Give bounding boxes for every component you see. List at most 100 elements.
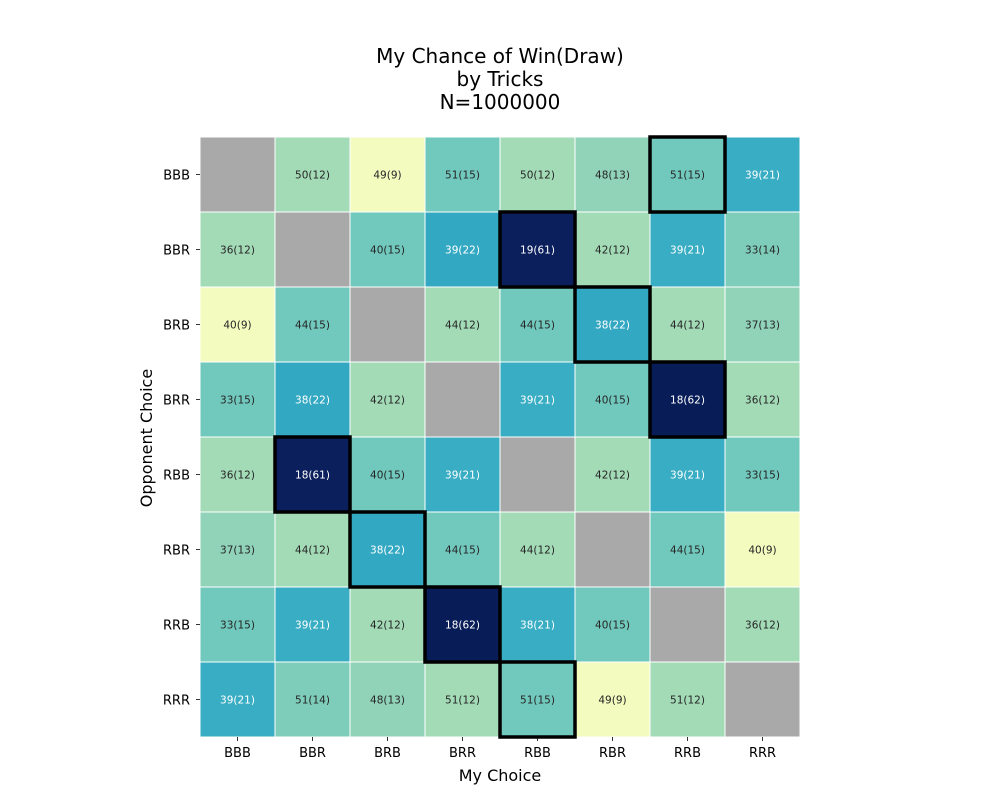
heatmap-cell <box>349 361 426 438</box>
cell-value-label: 38(21) <box>520 620 555 632</box>
cell-value-label: 39(21) <box>445 470 480 482</box>
heatmap-cell <box>274 211 351 288</box>
cell-value-label: 42(12) <box>595 245 630 257</box>
heatmap-cell <box>274 661 351 738</box>
heatmap-cell <box>649 586 726 663</box>
cell-value-label: 40(15) <box>370 470 405 482</box>
cell-value-label: 49(9) <box>598 695 626 707</box>
cell-value-label: 19(61) <box>520 245 555 257</box>
cell-value-label: 50(12) <box>295 170 330 182</box>
cell-value-label: 51(15) <box>670 170 705 182</box>
heatmap-cell <box>424 136 501 213</box>
cell-value-label: 39(22) <box>445 245 480 257</box>
x-tick-label: RRB <box>674 746 701 761</box>
cell-value-label: 39(21) <box>520 395 555 407</box>
title-line-3: N=1000000 <box>440 90 561 114</box>
cell-value-label: 44(12) <box>520 545 555 557</box>
heatmap-cell <box>649 511 726 588</box>
cell-value-label: 48(13) <box>370 695 405 707</box>
y-tick-label: BRB <box>163 319 190 334</box>
cell-value-label: 44(12) <box>295 545 330 557</box>
heatmap-cell <box>199 436 276 513</box>
cell-value-label: 33(15) <box>220 620 255 632</box>
best-choice-highlight <box>273 435 352 514</box>
cell-value-label: 51(12) <box>445 695 480 707</box>
cell-value-label: 40(15) <box>370 245 405 257</box>
best-choice-highlight <box>348 510 427 589</box>
cell-value-label: 36(12) <box>745 620 780 632</box>
cell-value-label: 39(21) <box>295 620 330 632</box>
heatmap-cell <box>724 436 801 513</box>
chart-title: My Chance of Win(Draw) by Tricks N=10000… <box>376 44 624 114</box>
cell-value-label: 42(12) <box>370 395 405 407</box>
best-choice-highlight <box>648 360 727 439</box>
heatmap-cell <box>574 211 651 288</box>
heatmap-cell <box>499 436 576 513</box>
heatmap-cell <box>724 511 801 588</box>
cell-value-label: 44(15) <box>520 320 555 332</box>
heatmap-cell <box>424 211 501 288</box>
heatmap-cell <box>724 136 801 213</box>
heatmap-cell <box>199 661 276 738</box>
title-line-2: by Tricks <box>457 67 544 91</box>
cell-value-label: 44(15) <box>670 545 705 557</box>
heatmap-cell <box>649 436 726 513</box>
heatmap-cell <box>724 361 801 438</box>
heatmap-cell <box>199 286 276 363</box>
heatmap-cell <box>349 286 426 363</box>
x-tick-label: BRR <box>449 746 476 761</box>
y-axis-label: Opponent Choice <box>137 369 156 507</box>
heatmap-cell <box>424 286 501 363</box>
cell-value-label: 50(12) <box>520 170 555 182</box>
cell-value-label: 49(9) <box>373 170 401 182</box>
x-tick-label: BBR <box>299 746 326 761</box>
best-choice-highlight <box>648 135 727 214</box>
x-tick-label: RBB <box>524 746 551 761</box>
cell-value-label: 37(13) <box>745 320 780 332</box>
x-tick-label: BBB <box>224 746 251 761</box>
highlight-boxes <box>273 135 727 739</box>
best-choice-highlight <box>498 210 577 289</box>
y-tick-label: BBR <box>163 244 190 259</box>
cell-value-label: 38(22) <box>295 395 330 407</box>
cell-value-label: 39(21) <box>745 170 780 182</box>
x-tick-label: RBR <box>599 746 626 761</box>
cell-value-label: 44(12) <box>445 320 480 332</box>
cell-value-label: 42(12) <box>370 620 405 632</box>
best-choice-highlight <box>573 285 652 364</box>
cell-value-label: 40(15) <box>595 395 630 407</box>
heatmap-cell <box>574 436 651 513</box>
heatmap-cell <box>499 361 576 438</box>
cell-value-label: 51(15) <box>445 170 480 182</box>
cell-value-label: 36(12) <box>745 395 780 407</box>
cell-value-label: 38(22) <box>370 545 405 557</box>
cell-value-label: 39(21) <box>220 695 255 707</box>
cell-value-label: 33(15) <box>745 470 780 482</box>
heatmap-cell <box>199 511 276 588</box>
y-tick-label: BRR <box>163 394 190 409</box>
cell-value-label: 42(12) <box>595 470 630 482</box>
heatmap-cell <box>649 286 726 363</box>
y-tick-label: BBB <box>163 169 190 184</box>
heatmap-cell <box>424 361 501 438</box>
cell-value-label: 40(15) <box>595 620 630 632</box>
cell-value-label: 44(12) <box>670 320 705 332</box>
title-line-1: My Chance of Win(Draw) <box>376 44 624 68</box>
heatmap-cell <box>349 436 426 513</box>
y-tick-label: RRR <box>163 694 190 709</box>
heatmap-cell <box>499 136 576 213</box>
cell-value-label: 51(14) <box>295 695 330 707</box>
cell-value-label: 48(13) <box>595 170 630 182</box>
cell-value-label: 39(21) <box>670 470 705 482</box>
heatmap-cell <box>724 286 801 363</box>
heatmap-cell <box>724 211 801 288</box>
cell-value-label: 18(61) <box>295 470 330 482</box>
cell-value-label: 33(14) <box>745 245 780 257</box>
x-axis-ticks: BBB BBR BRB BRR RBB RBR RRB RRR <box>224 737 776 761</box>
cell-value-label: 44(15) <box>445 545 480 557</box>
heatmap-cell <box>349 586 426 663</box>
cell-value-label: 36(12) <box>220 245 255 257</box>
heatmap-cell <box>424 436 501 513</box>
heatmap-cell <box>349 661 426 738</box>
heatmap-cell <box>274 136 351 213</box>
